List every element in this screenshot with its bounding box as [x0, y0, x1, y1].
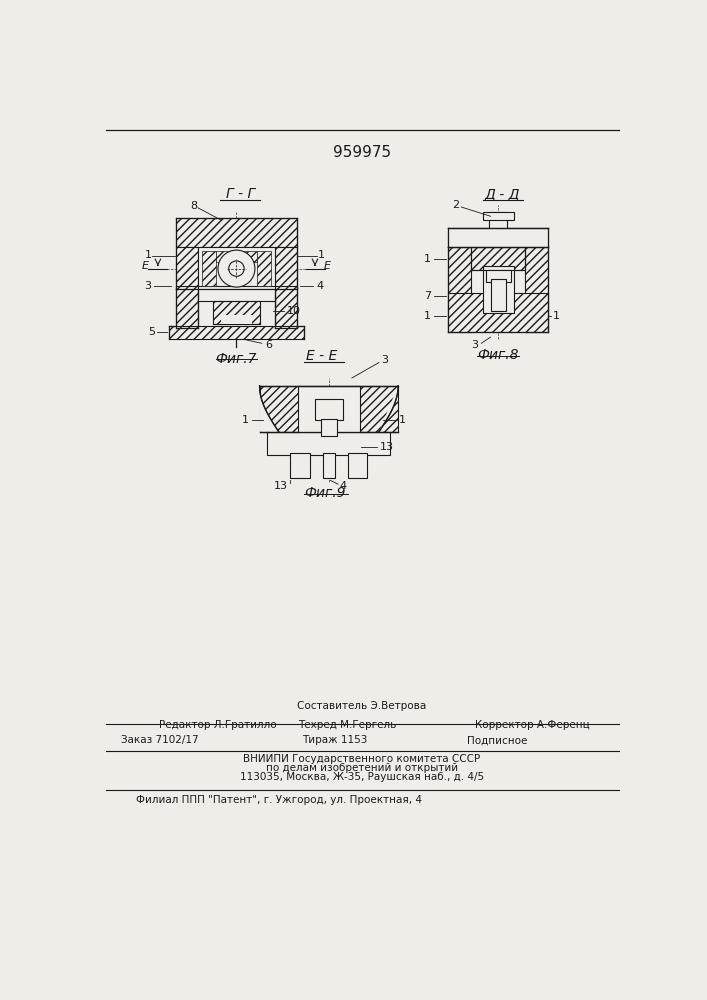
Text: 1: 1 [243, 415, 249, 425]
Bar [448, 247, 472, 332]
Text: 1: 1 [317, 250, 325, 260]
Bar [176, 286, 198, 328]
Text: 8: 8 [190, 201, 198, 211]
Text: 1: 1 [399, 415, 406, 425]
Bar [291, 453, 310, 478]
Bar [491, 279, 506, 311]
Text: по делам изобретений и открытий: по делам изобретений и открытий [266, 763, 458, 773]
Bar [448, 293, 549, 332]
Bar [486, 270, 510, 282]
Bar [348, 453, 368, 478]
Circle shape [218, 250, 255, 287]
Bar [448, 228, 549, 247]
Text: Г - Г: Г - Г [226, 187, 255, 201]
Bar [257, 251, 271, 286]
Text: Техред М.Гергель: Техред М.Гергель [298, 720, 397, 730]
Text: Д - Д: Д - Д [484, 187, 520, 201]
Text: E: E [142, 261, 149, 271]
Bar [275, 247, 296, 289]
Text: 1: 1 [144, 250, 151, 260]
Text: 6: 6 [265, 340, 272, 350]
Text: 13: 13 [380, 442, 394, 452]
Bar [472, 247, 525, 270]
Text: 3: 3 [472, 340, 479, 350]
Text: 4: 4 [339, 481, 346, 491]
Text: Фиг.9: Фиг.9 [304, 486, 346, 500]
Text: 1: 1 [424, 311, 431, 321]
Bar [216, 251, 257, 262]
Text: 10: 10 [287, 306, 301, 316]
Text: 7: 7 [423, 291, 431, 301]
Polygon shape [259, 386, 279, 432]
Text: Составитель Э.Ветрова: Составитель Э.Ветрова [298, 701, 426, 711]
Bar [267, 432, 390, 455]
Text: 959975: 959975 [333, 145, 391, 160]
Text: Фиг.8: Фиг.8 [477, 348, 519, 362]
Text: 1: 1 [424, 254, 431, 264]
Bar [483, 212, 514, 220]
Bar [169, 326, 304, 339]
Text: 113035, Москва, Ж-35, Раушская наб., д. 4/5: 113035, Москва, Ж-35, Раушская наб., д. … [240, 772, 484, 782]
Text: Тираж 1153: Тираж 1153 [302, 735, 367, 745]
Text: 13: 13 [274, 481, 288, 491]
Bar [259, 386, 398, 432]
Bar [201, 251, 216, 286]
Text: 3: 3 [381, 355, 387, 365]
Bar [322, 453, 335, 478]
Bar [298, 386, 360, 432]
Bar [275, 286, 296, 328]
Text: 3: 3 [144, 281, 151, 291]
Text: 5: 5 [148, 327, 156, 337]
Bar [221, 315, 252, 324]
Bar [321, 419, 337, 436]
Bar [525, 247, 549, 332]
Bar [198, 286, 275, 328]
Text: Заказ 7102/17: Заказ 7102/17 [121, 735, 199, 745]
Polygon shape [379, 386, 398, 432]
Bar [176, 247, 198, 289]
Text: E: E [324, 261, 331, 271]
Bar [198, 247, 275, 289]
Bar [483, 266, 514, 312]
Text: Фиг.7: Фиг.7 [216, 352, 257, 366]
Bar [315, 399, 343, 420]
Text: Е - Е: Е - Е [305, 349, 337, 363]
Text: 1: 1 [552, 311, 559, 321]
Bar [214, 301, 259, 324]
Text: Филиал ППП "Патент", г. Ужгород, ул. Проектная, 4: Филиал ППП "Патент", г. Ужгород, ул. Про… [136, 795, 422, 805]
Text: Редактор Л.Гратилло: Редактор Л.Гратилло [160, 720, 277, 730]
Bar [489, 212, 508, 235]
Text: Корректор А.Ференц: Корректор А.Ференц [475, 720, 590, 730]
Text: ВНИИПИ Государственного комитета СССР: ВНИИПИ Государственного комитета СССР [243, 754, 481, 764]
Text: 2: 2 [452, 200, 460, 210]
Text: 4: 4 [316, 281, 323, 291]
Bar [448, 228, 549, 247]
Circle shape [229, 261, 244, 276]
Bar [176, 218, 296, 247]
Text: Подписное: Подписное [467, 735, 528, 745]
